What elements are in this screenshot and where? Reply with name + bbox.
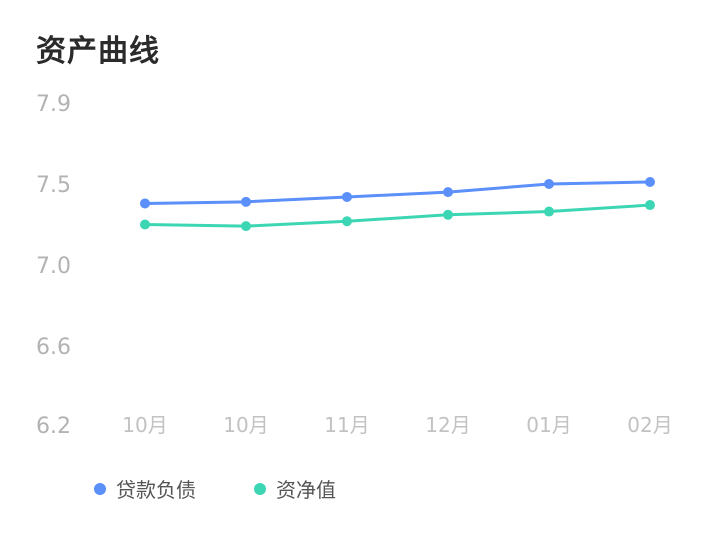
series-0-point[interactable] [140, 198, 150, 209]
legend-loan-label: 贷款负债 [116, 478, 196, 502]
legend-net-marker-icon [254, 482, 266, 495]
series-1-point[interactable] [443, 209, 453, 220]
series-line-0 [144, 180, 651, 205]
legend-item-net[interactable]: 资净值 [254, 474, 336, 503]
x-tick-label: 10月 [122, 413, 167, 437]
x-tick-label: 01月 [526, 413, 571, 437]
legend-loan-marker-icon [94, 482, 106, 495]
series-0-point[interactable] [645, 176, 655, 187]
x-tick-label: 11月 [324, 413, 369, 437]
y-tick-label: 6.2 [36, 414, 71, 439]
y-tick-label: 6.6 [36, 335, 71, 360]
y-tick-label: 7.0 [36, 254, 71, 279]
series-line-1 [144, 203, 651, 228]
x-tick-label: 10月 [223, 413, 268, 437]
series-0-point[interactable] [443, 187, 453, 198]
chart-title: 资产曲线 [36, 34, 160, 69]
x-tick-label: 02月 [627, 413, 672, 437]
series-1-point[interactable] [342, 216, 352, 227]
chart-legend: 贷款负债 资净值 [94, 474, 336, 503]
series-1-point[interactable] [645, 200, 655, 211]
legend-item-loan[interactable]: 贷款负债 [94, 474, 196, 503]
series-0-point[interactable] [342, 191, 352, 202]
series-1-point[interactable] [544, 206, 554, 217]
legend-net-label: 资净值 [276, 478, 336, 502]
series-1-point[interactable] [140, 219, 150, 230]
x-tick-label: 12月 [425, 413, 470, 437]
y-tick-label: 7.5 [36, 173, 71, 198]
series-0-point[interactable] [241, 196, 251, 207]
series-0-point[interactable] [544, 179, 554, 189]
series-1-point[interactable] [241, 221, 251, 232]
y-tick-label: 7.9 [36, 92, 71, 117]
